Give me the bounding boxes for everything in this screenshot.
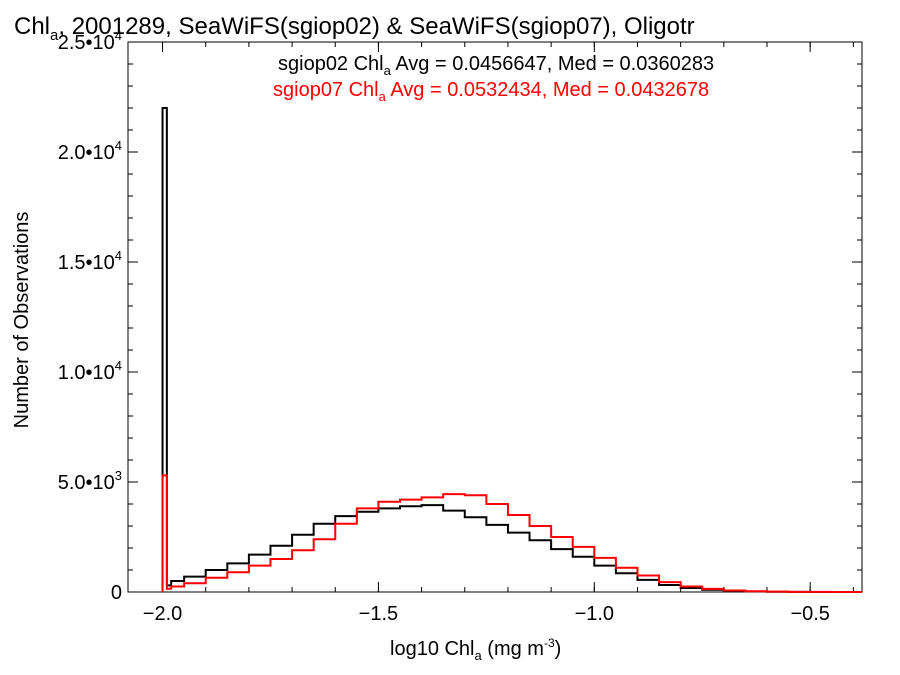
y-tick-label: 1.0•104 [58,358,122,384]
y-tick-label: 2.5•104 [58,28,122,54]
chart-title: Chla, 2001289, SeaWiFS(sgiop02) & SeaWiF… [14,13,695,44]
series-sgiop02-line [161,107,862,593]
data-series [161,107,862,593]
stats-line-sgiop02: sgiop02 Chla Avg = 0.0456647, Med = 0.03… [278,53,714,78]
x-axis-label: log10 Chla (mg m-3) [390,636,561,663]
plot-frame [127,41,863,593]
x-tick-label: −1.0 [575,603,614,625]
y-tick-label: 2.0•104 [58,138,122,164]
x-tick-label: −2.0 [143,603,182,625]
y-tick-label: 0 [111,582,122,604]
x-tick-label: −0.5 [790,603,829,625]
y-axis-label: Number of Observations [11,212,33,429]
series-sgiop07-line [161,474,862,593]
y-tick-label: 1.5•104 [58,248,122,274]
axis-ticks: −2.0 −1.5 −1.0 −0.5 0 5.0•103 1.0•104 1.5•104 2.… [58,28,862,625]
stats-line-sgiop07: sgiop07 Chla Avg = 0.0532434, Med = 0.04… [273,79,709,104]
x-tick-label: −1.5 [359,603,398,625]
y-tick-label: 5.0•103 [58,468,122,494]
